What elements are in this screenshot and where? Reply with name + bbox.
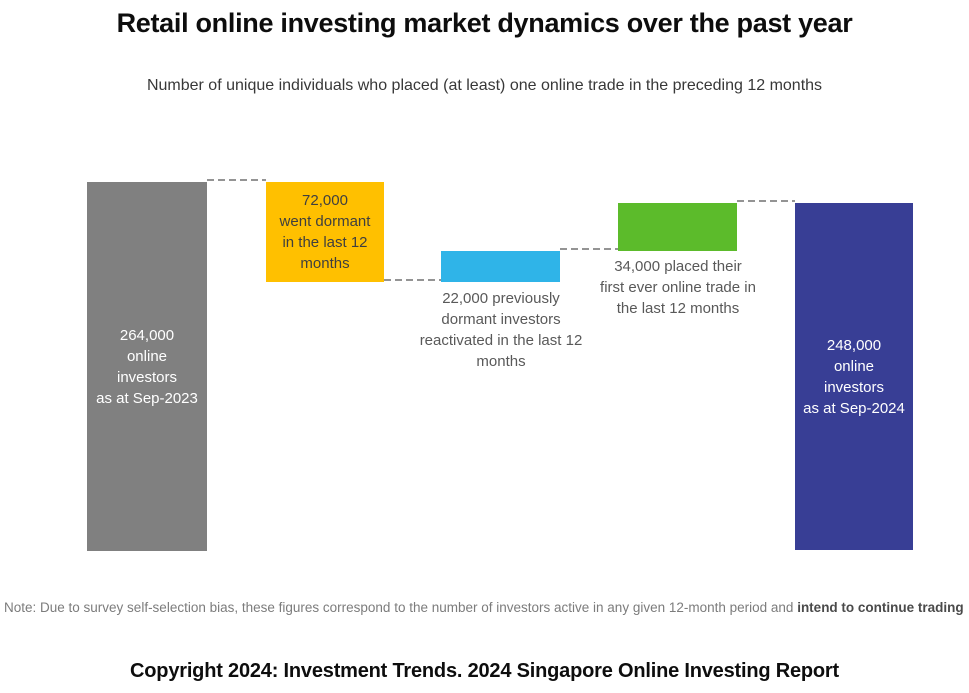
bar-label-investors-sep-2024: 248,000 online investors as at Sep-2024: [803, 336, 905, 417]
dashed-connector-dormant-to-reactivated: [384, 279, 441, 281]
bar-reactivated: [441, 251, 560, 282]
bar-went-dormant: 72,000 went dormant in the last 12 month…: [266, 182, 384, 282]
dashed-connector-start-to-dormant: [207, 179, 266, 181]
dashed-connector-reactivated-to-firsttrade: [560, 248, 618, 250]
bar-label-first-ever-trade: 34,000 placed their first ever online tr…: [600, 258, 756, 317]
copyright-line: Copyright 2024: Investment Trends. 2024 …: [130, 660, 839, 682]
footnote: Note: Due to survey self-selection bias,…: [4, 600, 964, 615]
dashed-connector-firsttrade-to-end: [737, 200, 795, 202]
bar-label-reactivated: 22,000 previously dormant investors reac…: [419, 290, 583, 370]
page-title: Retail online investing market dynamics …: [116, 8, 853, 38]
bar-investors-sep-2023: 264,000 online investors as at Sep-2023: [87, 182, 207, 551]
bar-first-ever-trade: [618, 203, 737, 251]
footnote-text: Note: Due to survey self-selection bias,…: [4, 600, 798, 615]
chart-subtitle: Number of unique individuals who placed …: [146, 77, 823, 94]
bar-investors-sep-2024: 248,000 online investors as at Sep-2024: [795, 203, 913, 550]
bar-label-went-dormant: 72,000 went dormant in the last 12 month…: [279, 192, 371, 272]
bar-label-investors-sep-2023: 264,000 online investors as at Sep-2023: [96, 326, 198, 407]
footnote-emphasis: intend to continue trading: [797, 600, 964, 615]
